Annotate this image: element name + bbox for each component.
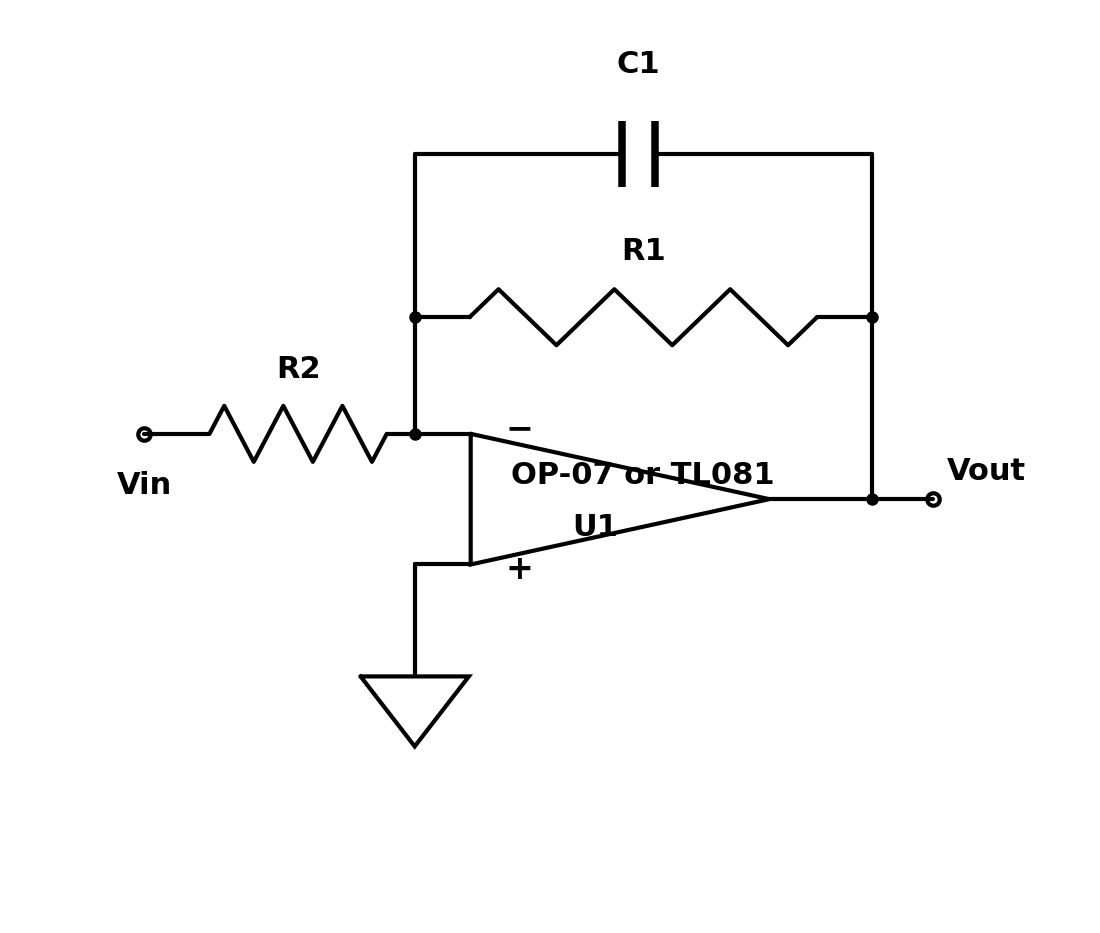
Text: C1: C1 [617, 50, 660, 79]
Text: U1: U1 [572, 512, 618, 542]
Text: Vin: Vin [117, 471, 172, 500]
Text: OP-07 or TL081: OP-07 or TL081 [512, 461, 776, 491]
Text: R2: R2 [276, 355, 320, 384]
Text: R1: R1 [620, 237, 666, 266]
Text: Vout: Vout [946, 456, 1025, 486]
Text: −: − [505, 412, 534, 446]
Text: +: + [505, 552, 534, 586]
